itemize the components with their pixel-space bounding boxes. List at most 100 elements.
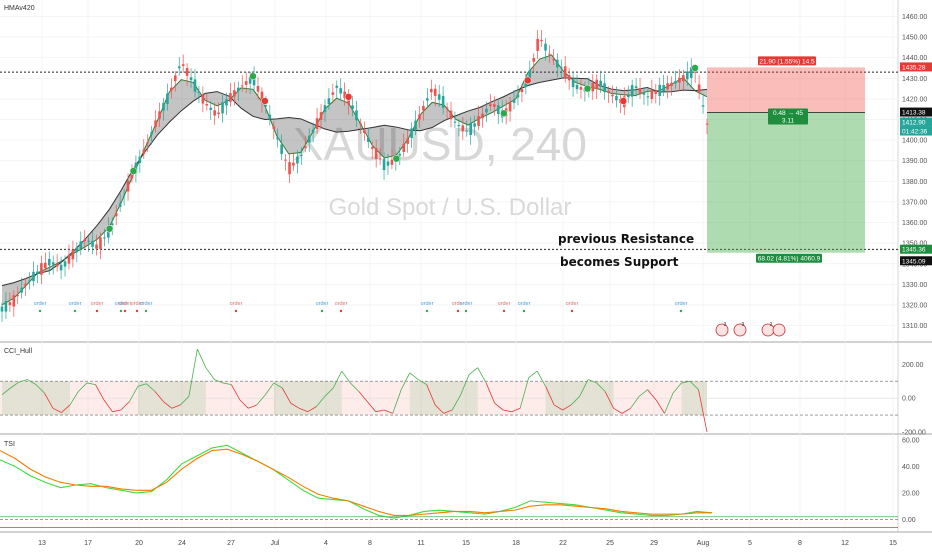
cci-line-segment [61, 404, 71, 413]
candle-body [170, 87, 173, 91]
candle-body [445, 107, 449, 109]
take-profit-zone [707, 112, 865, 253]
x-tick-label: Aug [697, 540, 710, 547]
candle-body [146, 142, 150, 144]
order-label: order [131, 301, 144, 307]
chart-labels: HMAv420 CCI_Hull TSI previous Resistance… [4, 5, 694, 448]
candle-body [244, 81, 248, 85]
event-flag-icon [715, 323, 729, 337]
candle-body [422, 105, 425, 111]
price-tag-label: 1412.90 [902, 120, 926, 127]
candle-body [138, 156, 142, 163]
cci-line-segment [434, 404, 444, 414]
candle-body [697, 84, 701, 93]
candle-body [209, 107, 213, 110]
candle-body [225, 99, 228, 106]
cci-line-segment [248, 404, 257, 409]
candle-body [493, 104, 496, 107]
candle-body [173, 75, 177, 82]
cci-line-segment [613, 407, 623, 414]
candle-body [114, 213, 118, 217]
event-flag-icon [772, 323, 786, 337]
candle-body [453, 121, 457, 123]
cci-line-segment [273, 382, 283, 389]
price-pane[interactable]: 21.90 (1.55%) 14.5 0.48 → 453.11 68.02 (4.… [0, 29, 898, 337]
candle-body [650, 89, 654, 100]
price-tag-label: 1435.28 [902, 64, 926, 71]
cci-line-segment [35, 384, 45, 394]
cci-line-segment [698, 389, 708, 433]
candle-body [12, 295, 16, 307]
candle-body [410, 128, 413, 139]
candle-body [221, 102, 224, 114]
x-tick-label: 24 [178, 540, 186, 547]
cci-line-segment [409, 372, 419, 380]
cci-line-segment [400, 372, 411, 390]
candle-body [8, 302, 12, 306]
candle-body [272, 126, 276, 129]
candle-body [524, 83, 528, 88]
signal-dot [691, 64, 699, 72]
candle-body [398, 153, 402, 156]
candle-body [701, 105, 705, 107]
cci-line-segment [103, 399, 113, 412]
candle-body [591, 82, 595, 92]
candle-body [91, 240, 94, 247]
cci-line-segment [426, 384, 436, 406]
x-tick-label: 13 [38, 540, 46, 547]
candle-body [122, 195, 126, 197]
signal-dot [500, 109, 508, 118]
y-tick-label: 1440.00 [902, 55, 927, 62]
cci-line-segment [120, 401, 130, 411]
cci-y-tick-label: 200.00 [902, 362, 924, 369]
tsi-series-line [0, 448, 712, 516]
hma-slow-line [1, 77, 708, 287]
candle-body [87, 240, 90, 242]
candle-body [457, 124, 461, 127]
order-marker [144, 309, 148, 313]
x-tick-label: 20 [135, 540, 143, 547]
candle-body [260, 91, 264, 103]
candle-body [75, 247, 79, 253]
candle-body [177, 66, 181, 69]
cci-line-segment [27, 379, 37, 385]
cci-line-segment [503, 409, 512, 413]
cci-line-segment [468, 367, 478, 375]
candle-body [414, 120, 417, 130]
candle-body [339, 88, 343, 94]
candle-body [378, 158, 382, 160]
candle-body [465, 130, 469, 132]
cci-line-segment [324, 387, 334, 397]
candle-body [461, 125, 465, 132]
cci-hull-pane[interactable] [0, 348, 898, 433]
order-label: order [140, 301, 153, 307]
cci-line-segment [146, 383, 156, 392]
watermark-instrument-name: Gold Spot / U.S. Dollar [329, 194, 572, 221]
tsi-pane[interactable] [0, 444, 898, 528]
indicator-label-cci: CCI_Hull [4, 348, 32, 355]
event-badge-count: 2 [770, 322, 773, 328]
cci-line-segment [392, 389, 402, 414]
candle-body [288, 162, 291, 175]
candle-body [654, 90, 658, 94]
cci-line-segment [86, 382, 96, 386]
candle-body [185, 68, 189, 76]
signal-dot [619, 97, 628, 105]
candle-body [386, 161, 390, 166]
candle-body [418, 114, 421, 120]
candle-body [110, 223, 114, 225]
candle-body [107, 227, 110, 238]
candle-body [512, 99, 516, 103]
candle-body [327, 98, 331, 104]
order-marker [425, 309, 429, 313]
cci-line-segment [315, 396, 326, 407]
y-tick-label: 1400.00 [902, 138, 927, 145]
cci-line-segment [460, 374, 470, 395]
signal-dot [261, 97, 269, 105]
candle-body [603, 83, 606, 93]
order-marker [522, 309, 526, 313]
cci-y-tick-label: -200.00 [902, 430, 926, 437]
candle-body [441, 95, 445, 108]
candle-body [311, 129, 315, 133]
candle-body [563, 66, 567, 79]
